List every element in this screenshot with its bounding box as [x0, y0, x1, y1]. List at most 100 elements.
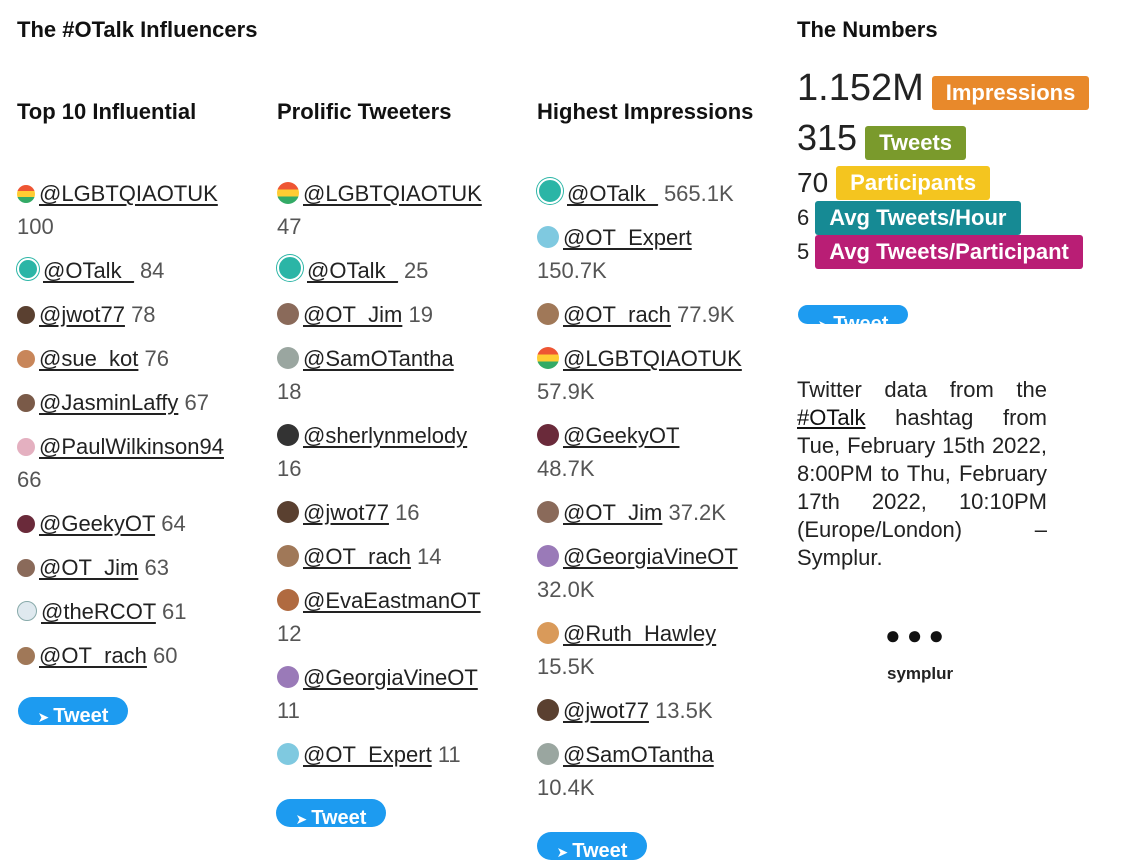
user-link[interactable]: @JasminLaffy: [39, 390, 179, 415]
score-value: 63: [144, 555, 169, 580]
user-link[interactable]: @GeorgiaVineOT: [303, 665, 478, 690]
impressions-value: 37.2K: [668, 500, 726, 525]
stat-number: 5: [797, 239, 810, 264]
avatar: [537, 622, 559, 644]
twitter-bird-icon: ➤: [37, 709, 50, 725]
impressions-value: 10.4K: [537, 775, 595, 800]
hashtag-link[interactable]: #OTalk: [797, 405, 866, 430]
list-item: @OT_rach 60: [17, 639, 257, 672]
user-link[interactable]: @OT_Jim: [39, 555, 139, 580]
user-link[interactable]: @OT_rach: [303, 544, 411, 569]
list-item: @LGBTQIAOTUK 47: [277, 177, 517, 243]
user-link[interactable]: @GeekyOT: [563, 423, 680, 448]
score-value: 76: [144, 346, 169, 371]
impressions-list: @OTalk_ 565.1K @OT_Expert 150.7K @OT_rach…: [537, 177, 782, 804]
user-link[interactable]: @jwot77: [303, 500, 389, 525]
list-item: @jwot77 16: [277, 496, 517, 529]
list-item: @OT_Jim 37.2K: [537, 496, 782, 529]
user-link[interactable]: @LGBTQIAOTUK: [563, 346, 742, 371]
column-title: Highest Impressions: [537, 99, 754, 124]
user-link[interactable]: @LGBTQIAOTUK: [39, 181, 218, 206]
impressions-value: 565.1K: [663, 181, 734, 206]
user-link[interactable]: @LGBTQIAOTUK: [303, 181, 482, 206]
user-link[interactable]: @OT_rach: [563, 302, 671, 327]
list-item: @OTalk_ 565.1K: [537, 177, 782, 210]
user-link[interactable]: @OTalk_: [567, 181, 658, 206]
list-item: @GeorgiaVineOT 11: [277, 661, 517, 727]
numbers-title: The Numbers: [797, 17, 938, 42]
avatar: [537, 424, 559, 446]
list-item: @GeorgiaVineOT 32.0K: [537, 540, 782, 606]
tweet-button[interactable]: ➤Tweet: [798, 305, 908, 324]
user-link[interactable]: @GeekyOT: [39, 511, 156, 536]
column-title: Prolific Tweeters: [277, 99, 452, 124]
stat-avg-tweets-participant: 5 Avg Tweets/Participant: [797, 235, 1083, 269]
twitter-bird-icon: ➤: [295, 811, 308, 827]
user-link[interactable]: @SamOTantha: [303, 346, 454, 371]
user-link[interactable]: @sherlynmelody: [303, 423, 468, 448]
score-value: 84: [139, 258, 165, 283]
list-item: @PaulWilkinson94 66: [17, 430, 257, 496]
tweet-button-label: Tweet: [53, 705, 109, 725]
list-item: @GeekyOT 64: [17, 507, 257, 540]
user-link[interactable]: @OT_Jim: [303, 302, 403, 327]
list-item: @EvaEastmanOT 12: [277, 584, 517, 650]
list-item: @OTalk_ 84: [17, 254, 257, 287]
avatar: [17, 515, 35, 533]
page-title: The #OTalk Influencers: [17, 17, 258, 42]
user-link[interactable]: @OTalk_: [307, 258, 398, 283]
tweet-button[interactable]: ➤Tweet: [276, 799, 386, 827]
tweet-button[interactable]: ➤Tweet: [18, 697, 128, 725]
stat-impressions: 1.152M Impressions: [797, 66, 1090, 110]
stat-badge: Tweets: [865, 126, 967, 160]
list-item: @jwot77 78: [17, 298, 257, 331]
user-link[interactable]: @jwot77: [563, 698, 649, 723]
stat-number: 315: [797, 117, 858, 158]
user-link[interactable]: @GeorgiaVineOT: [563, 544, 738, 569]
user-link[interactable]: @SamOTantha: [563, 742, 714, 767]
avatar: [17, 258, 39, 280]
avatar: [277, 347, 299, 369]
user-link[interactable]: @Ruth_Hawley: [563, 621, 717, 646]
list-item: @GeekyOT 48.7K: [537, 419, 782, 485]
user-link[interactable]: @sue_kot: [39, 346, 139, 371]
tweet-count: 47: [277, 214, 302, 239]
avatar: [537, 699, 559, 721]
user-link[interactable]: @OTalk_: [43, 258, 134, 283]
list-item: @SamOTantha 18: [277, 342, 517, 408]
tweet-count: 16: [277, 456, 302, 481]
user-link[interactable]: @OT_rach: [39, 643, 147, 668]
description-after: hashtag from Tue, February 15th 2022, 8:…: [797, 405, 1047, 570]
avatar: [537, 303, 559, 325]
influential-list: @LGBTQIAOTUK 100 @OTalk_ 84 @jwot77 78 @s…: [17, 177, 257, 672]
user-link[interactable]: @jwot77: [39, 302, 125, 327]
user-link[interactable]: @OT_Expert: [303, 742, 432, 767]
user-link[interactable]: @EvaEastmanOT: [303, 588, 481, 613]
list-item: @SamOTantha 10.4K: [537, 738, 782, 804]
list-item: @theRCOT 61: [17, 595, 257, 628]
list-item: @jwot77 13.5K: [537, 694, 782, 727]
top-influential-column: Top 10 Influential @LGBTQIAOTUK 100 @OTal…: [17, 97, 257, 683]
impressions-value: 48.7K: [537, 456, 595, 481]
stat-number: 6: [797, 205, 810, 230]
tweet-button-label: Tweet: [311, 807, 367, 827]
symplur-logo: symplur: [887, 664, 954, 683]
tweet-count: 18: [277, 379, 302, 404]
impressions-value: 15.5K: [537, 654, 595, 679]
tweet-button[interactable]: ➤Tweet: [537, 832, 647, 860]
avatar: [277, 545, 299, 567]
avatar: [537, 743, 559, 765]
impressions-value: 77.9K: [677, 302, 735, 327]
user-link[interactable]: @PaulWilkinson94: [39, 434, 224, 459]
avatar: [17, 647, 35, 665]
avatar: [17, 438, 35, 456]
user-link[interactable]: @OT_Jim: [563, 500, 663, 525]
user-link[interactable]: @OT_Expert: [563, 225, 692, 250]
list-item: @OT_Expert 150.7K: [537, 221, 782, 287]
twitter-bird-icon: ➤: [818, 317, 830, 324]
user-link[interactable]: @theRCOT: [41, 599, 156, 624]
list-item: @OTalk_ 25: [277, 254, 517, 287]
score-value: 64: [161, 511, 186, 536]
list-item: @OT_rach 14: [277, 540, 517, 573]
list-item: @Ruth_Hawley 15.5K: [537, 617, 782, 683]
